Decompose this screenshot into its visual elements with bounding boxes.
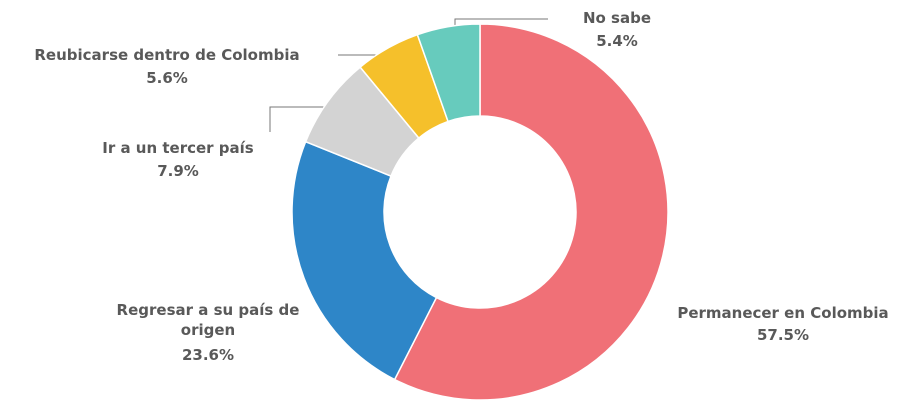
- category-label: Permanecer en Colombia: [677, 304, 889, 322]
- category-label: Regresar a su país de origen: [116, 301, 300, 339]
- category-label: No sabe: [582, 9, 652, 27]
- category-label: Ir a un tercer país: [102, 139, 254, 157]
- donut-slice: [416, 23, 481, 123]
- value-label: 7.9%: [157, 162, 199, 180]
- category-label: Reubicarse dentro de Colombia: [34, 46, 300, 64]
- donut-slice: [393, 23, 669, 400]
- value-label: 57.5%: [756, 326, 810, 344]
- donut-slice: [291, 140, 438, 381]
- value-label: 23.6%: [181, 346, 235, 364]
- value-label: 5.6%: [146, 69, 188, 87]
- value-label: 5.4%: [596, 32, 638, 50]
